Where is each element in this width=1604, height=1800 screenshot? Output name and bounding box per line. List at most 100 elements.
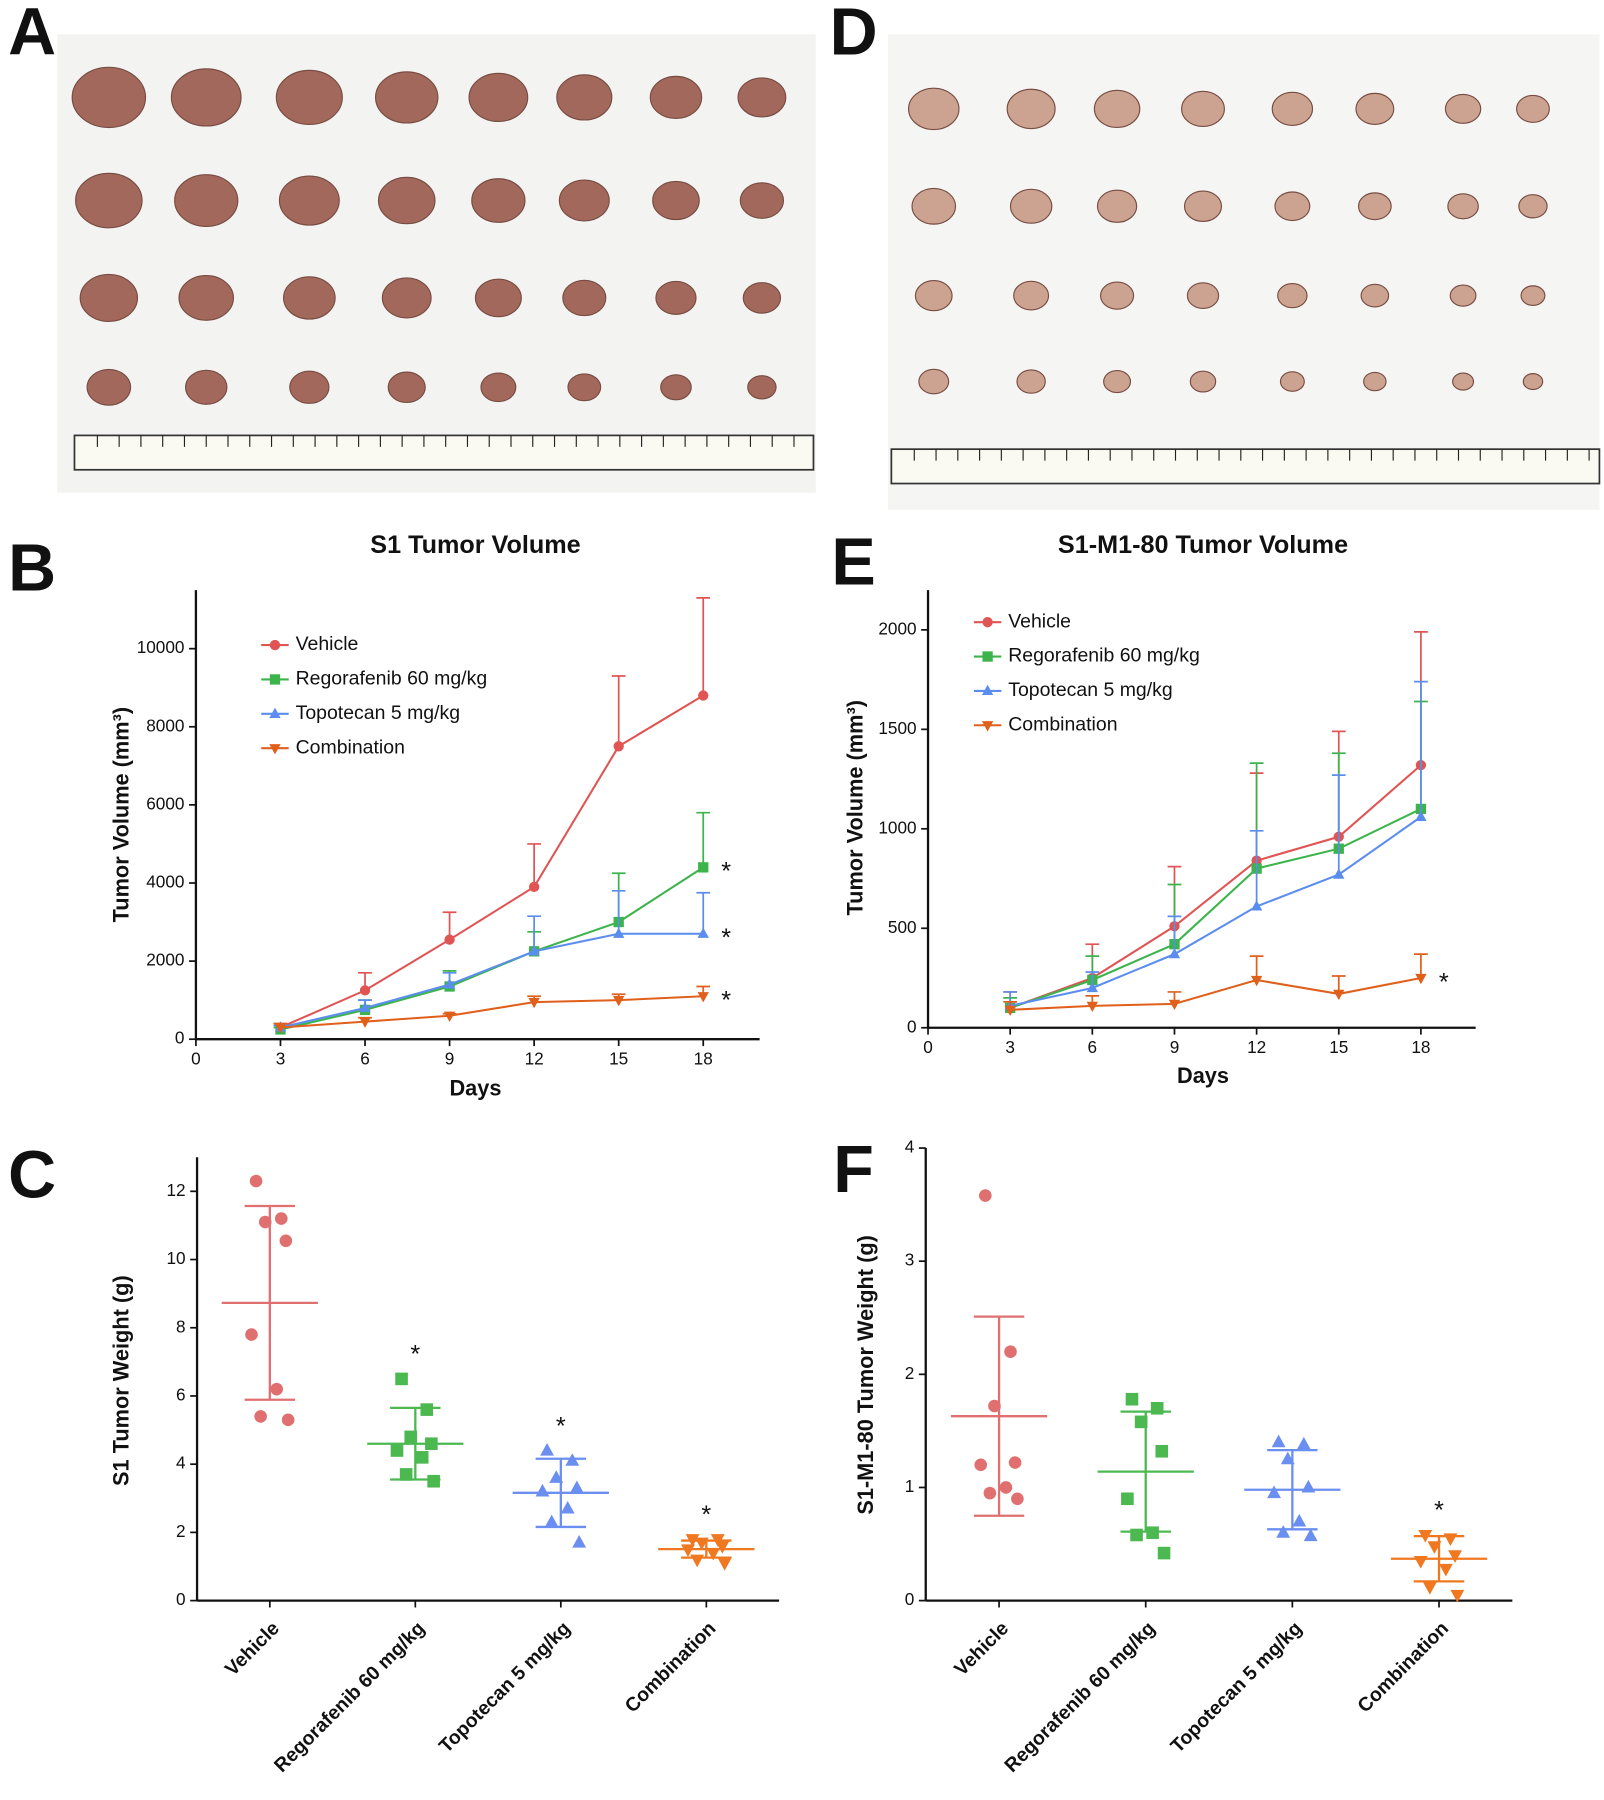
tumor (170, 68, 242, 127)
series-line (1009, 816, 1422, 1007)
tumor (562, 279, 607, 317)
legend-label: Combination (1008, 713, 1117, 735)
marker (715, 1540, 730, 1554)
marker (254, 1410, 267, 1423)
tumor (289, 370, 330, 404)
tumor (1016, 369, 1046, 394)
legend-label: Regorafenib 60 mg/kg (296, 668, 488, 690)
x-tick-label: 15 (1329, 1037, 1348, 1057)
marker (425, 1437, 438, 1451)
legend-label: Vehicle (296, 633, 359, 655)
x-tick-label: Vehicle (950, 1617, 1013, 1680)
marker (1250, 900, 1263, 911)
series-line (280, 694, 704, 1029)
legend-label: Vehicle (1008, 610, 1071, 632)
y-tick-label: 6 (176, 1384, 186, 1404)
error-bar (696, 811, 711, 868)
y-tick-label: 4 (176, 1453, 186, 1473)
marker (1415, 973, 1427, 985)
marker (1134, 1415, 1148, 1429)
tumor (655, 280, 697, 315)
marker (982, 617, 993, 628)
panel-label: B (8, 531, 56, 605)
chart-title: S1 Tumor Volume (370, 531, 580, 559)
series-line (280, 866, 704, 1031)
y-axis-label: Tumor Volume (mm³) (843, 700, 868, 915)
marker (697, 927, 709, 938)
x-tick-label: 15 (609, 1048, 628, 1068)
tumor (1186, 282, 1220, 309)
x-tick-label: Topotecan 5 mg/kg (435, 1617, 575, 1757)
tumor (86, 368, 132, 406)
marker (1125, 1392, 1139, 1406)
x-tick-label: 12 (525, 1048, 544, 1068)
tumor (747, 375, 777, 400)
y-tick-label: 2000 (146, 950, 184, 970)
legend-label: Topotecan 5 mg/kg (296, 702, 461, 724)
legend-label: Combination (296, 736, 405, 758)
marker (258, 1215, 272, 1229)
tumor (178, 275, 235, 321)
marker (565, 1453, 580, 1466)
marker (249, 1174, 263, 1188)
marker (1292, 1513, 1307, 1527)
marker (710, 1534, 725, 1547)
marker (359, 1017, 371, 1028)
tumor (914, 280, 953, 312)
tumor (1357, 192, 1392, 221)
x-tick-label: 12 (1247, 1037, 1266, 1057)
marker (279, 1234, 293, 1248)
marker (1333, 989, 1345, 1001)
x-tick-label: Combination (1353, 1617, 1453, 1717)
x-tick-label: Vehicle (221, 1617, 284, 1680)
marker (1271, 1434, 1286, 1448)
y-axis-label: Tumor Volume (mm³) (108, 707, 133, 922)
tumor (737, 77, 787, 118)
marker (1333, 868, 1345, 879)
marker (540, 1442, 555, 1456)
marker (404, 1430, 418, 1444)
marker (1418, 1529, 1433, 1543)
error-bar (527, 843, 542, 887)
marker (690, 1554, 705, 1568)
marker (1303, 1528, 1318, 1542)
y-tick-label: 4000 (146, 872, 184, 892)
legend-label: Regorafenib 60 mg/kg (1008, 645, 1200, 667)
marker (1146, 1526, 1159, 1540)
marker (981, 684, 994, 696)
ruler (890, 448, 1601, 485)
tumor (1449, 284, 1477, 307)
error-bar (1249, 829, 1264, 907)
x-tick-label: 9 (445, 1048, 455, 1068)
marker (528, 881, 540, 893)
tumor (282, 276, 336, 320)
sd-whisker (244, 1204, 296, 1401)
tumor (918, 368, 950, 395)
marker (697, 992, 709, 1003)
x-tick-label: 6 (360, 1048, 370, 1068)
tumor (474, 278, 522, 318)
marker (544, 1514, 559, 1528)
marker (982, 651, 993, 662)
marker (1168, 999, 1181, 1011)
marker (1004, 1005, 1016, 1017)
y-tick-label: 500 (888, 917, 917, 937)
tumor (1189, 370, 1217, 393)
tumor (381, 277, 432, 319)
error-bar (611, 889, 626, 934)
x-tick-label: Regorafenib 60 mg/kg (1000, 1617, 1159, 1776)
error-bar (611, 675, 626, 747)
tumor (471, 178, 526, 223)
tumor (1274, 191, 1311, 222)
tumor (1100, 281, 1135, 310)
tumor (1271, 91, 1314, 126)
y-tick-label: 2 (176, 1521, 186, 1541)
tumor (652, 180, 700, 221)
marker (269, 707, 281, 718)
tumor (374, 71, 439, 124)
marker (245, 1328, 258, 1341)
tumor (1518, 194, 1548, 219)
tumor (377, 176, 436, 225)
tumor (1181, 90, 1225, 128)
marker (390, 1444, 404, 1457)
